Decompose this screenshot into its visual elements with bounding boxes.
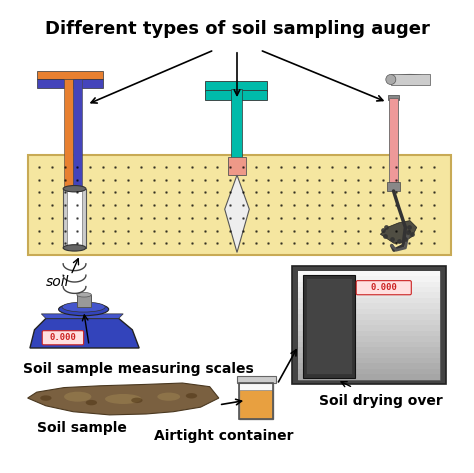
Text: 0.000: 0.000 [371,283,397,292]
Bar [77,295,91,307]
Text: soil: soil [46,275,69,289]
Bar [37,79,103,88]
Bar [205,90,266,100]
Text: Airtight container: Airtight container [154,429,293,443]
Bar [299,363,439,369]
Ellipse shape [59,303,109,315]
Bar [299,276,439,281]
Bar [299,298,439,303]
Polygon shape [30,318,139,348]
Bar [239,382,273,390]
Text: Soil sample: Soil sample [37,421,127,435]
Bar [299,369,439,375]
FancyBboxPatch shape [42,331,83,345]
Bar [27,155,451,254]
Bar [299,325,439,331]
Polygon shape [380,220,417,243]
Polygon shape [27,383,219,415]
Bar [299,331,439,336]
Ellipse shape [63,185,86,192]
Bar [299,352,439,358]
Bar [306,278,352,375]
Bar [299,303,439,309]
Ellipse shape [63,245,86,251]
Bar [239,383,273,419]
Bar [299,320,439,325]
Bar [205,81,266,91]
Text: 0.000: 0.000 [50,333,77,342]
Ellipse shape [105,394,141,404]
Bar [37,71,103,79]
Bar [389,98,398,184]
Bar [299,375,439,380]
Ellipse shape [186,393,197,399]
Bar [299,342,439,347]
Ellipse shape [391,74,429,85]
Bar [67,191,82,245]
Ellipse shape [64,392,91,402]
Bar [299,309,439,315]
Bar [299,347,439,352]
Bar [292,266,447,385]
Bar [73,79,82,191]
Text: Soil drying over: Soil drying over [319,394,443,408]
Bar [303,275,356,377]
Bar [231,88,243,159]
Polygon shape [225,175,249,253]
Bar [239,385,273,419]
Bar [63,189,86,248]
Bar [299,271,439,276]
Bar [64,79,73,191]
Bar [237,376,276,383]
Ellipse shape [40,395,52,401]
Bar [391,74,429,85]
Ellipse shape [86,400,97,405]
Text: Soil sample measuring scales: Soil sample measuring scales [23,362,254,376]
Ellipse shape [62,302,105,312]
Ellipse shape [77,292,91,297]
Bar [299,315,439,320]
Bar [299,281,439,287]
Bar [299,271,439,380]
Bar [299,336,439,342]
FancyBboxPatch shape [356,280,411,295]
Ellipse shape [131,398,143,403]
Bar [299,287,439,292]
Text: Different types of soil sampling auger: Different types of soil sampling auger [45,20,429,38]
Ellipse shape [386,74,396,85]
Polygon shape [41,314,123,318]
Bar [299,358,439,363]
Bar [388,95,400,100]
Bar [228,157,246,175]
Ellipse shape [157,393,180,401]
Bar [387,182,401,191]
Bar [299,292,439,298]
